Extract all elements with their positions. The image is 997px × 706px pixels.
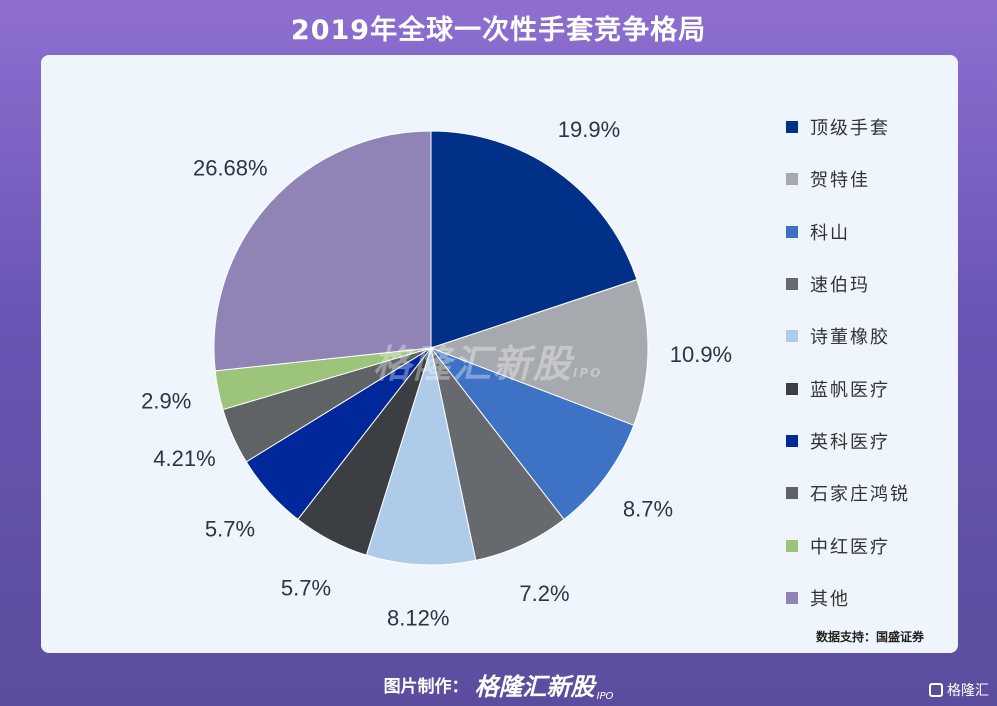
legend-swatch [786, 487, 798, 500]
legend-item: 顶级手套 [786, 101, 910, 153]
legend-label: 科山 [810, 222, 850, 244]
footer-label: 图片制作： [383, 677, 469, 697]
footer-brand-suffix: IPO [596, 691, 614, 702]
legend-swatch [786, 434, 798, 447]
legend-item: 蓝帆医疗 [786, 362, 910, 414]
legend-swatch [786, 539, 798, 552]
pie-slice [429, 278, 649, 426]
slice-value-label: 4.21% [153, 446, 215, 471]
chart-card: 19.9% 10.9% 8.7% 7.2% 8.12% 5.7% 5.7% 4.21% 2.9%… [41, 55, 958, 653]
legend-item: 其他 [786, 572, 910, 624]
legend-swatch [786, 278, 798, 291]
pie-chart: 19.9% 10.9% 8.7% 7.2% 8.12% 5.7% 5.7% 4.21% 2.9%… [141, 117, 732, 631]
legend-label: 蓝帆医疗 [810, 379, 890, 401]
slice-value-label: 26.68% [193, 155, 268, 180]
legend-label: 诗董橡胶 [810, 327, 890, 349]
legend-label: 速伯玛 [810, 275, 870, 297]
slice-value-label: 5.7% [205, 516, 255, 541]
corner-logo-text: 格隆汇 [947, 683, 989, 699]
legend-label: 其他 [810, 588, 850, 610]
legend-swatch [786, 173, 798, 186]
data-source: 数据支持：国盛证券 [815, 630, 924, 644]
legend-item: 英科医疗 [786, 415, 910, 467]
legend-swatch [786, 225, 798, 238]
slice-value-label: 5.7% [281, 575, 331, 600]
footer-brand: 格隆汇新股 [474, 673, 595, 701]
slice-value-label: 10.9% [670, 342, 732, 367]
legend-item: 贺特佳 [786, 153, 910, 205]
slice-value-label: 8.7% [623, 497, 673, 522]
chart-title: 2019年全球一次性手套竞争格局 [290, 15, 707, 46]
slice-value-label: 7.2% [519, 581, 569, 606]
gelonghui-logo-icon [929, 683, 943, 697]
pie-slice [430, 130, 638, 349]
legend-label: 英科医疗 [810, 431, 890, 453]
slice-value-label: 19.9% [558, 117, 620, 142]
legend-item: 诗董橡胶 [786, 310, 910, 362]
legend-swatch [786, 330, 798, 343]
slice-value-label: 8.12% [387, 606, 449, 631]
legend-item: 中红医疗 [786, 519, 910, 571]
corner-logo: 格隆汇 [929, 680, 989, 700]
legend-label: 石家庄鸿锐 [810, 484, 910, 506]
legend-item: 速伯玛 [786, 258, 910, 310]
legend-item: 科山 [786, 206, 910, 258]
legend-swatch [786, 121, 798, 134]
chart-legend: 顶级手套贺特佳科山速伯玛诗董橡胶蓝帆医疗英科医疗石家庄鸿锐中红医疗其他 [786, 101, 910, 624]
pie-slice [213, 130, 432, 372]
slice-value-label: 2.9% [141, 389, 191, 414]
legend-label: 贺特佳 [810, 170, 870, 192]
legend-label: 顶级手套 [810, 118, 890, 140]
legend-label: 中红医疗 [810, 536, 890, 558]
legend-item: 石家庄鸿锐 [786, 467, 910, 519]
legend-swatch [786, 382, 798, 395]
watermark: 格隆汇新股IPO [373, 342, 603, 386]
footer: 图片制作： 格隆汇新股 IPO [0, 667, 997, 702]
legend-swatch [786, 591, 798, 604]
pie-slice [365, 346, 477, 566]
pie-slice [429, 346, 635, 521]
